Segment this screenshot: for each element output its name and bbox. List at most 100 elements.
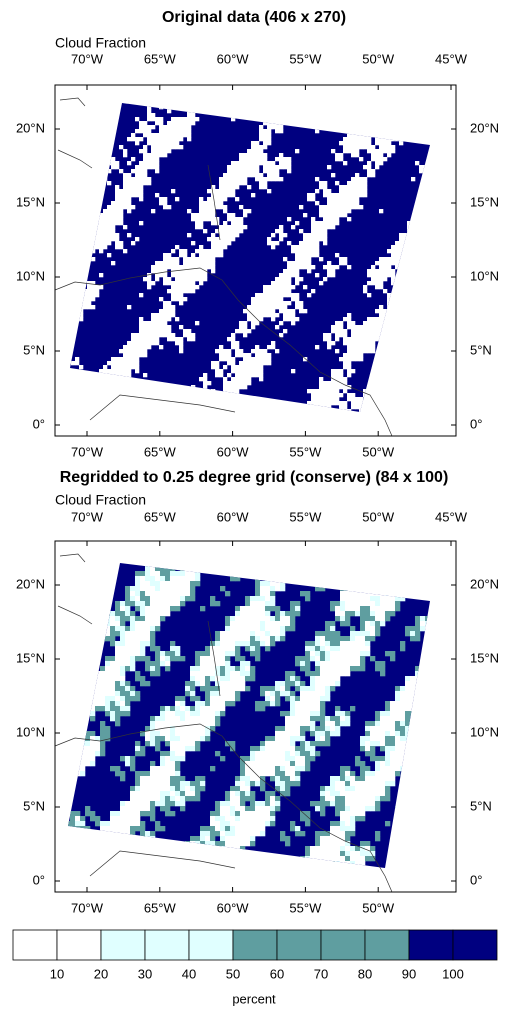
cloud-cell bbox=[380, 661, 386, 667]
cloud-cell bbox=[443, 353, 447, 357]
cloud-cell bbox=[300, 666, 306, 672]
cloud-cell bbox=[60, 731, 65, 736]
cloud-cell bbox=[203, 217, 208, 222]
cloud-cell bbox=[183, 269, 188, 274]
cloud-cell bbox=[55, 121, 59, 125]
cloud-cell bbox=[299, 305, 304, 310]
cloud-cell bbox=[123, 381, 128, 386]
cloud-cell bbox=[399, 433, 403, 437]
cloud-cell bbox=[143, 157, 148, 162]
cloud-cell bbox=[195, 741, 201, 747]
cloud-cell bbox=[125, 701, 131, 707]
cloud-cell bbox=[199, 201, 204, 206]
cloud-cell bbox=[55, 333, 59, 337]
cloud-cell bbox=[160, 576, 166, 582]
cloud-cell bbox=[125, 591, 131, 597]
cloud-cell bbox=[351, 349, 356, 354]
cloud-cell bbox=[187, 333, 192, 338]
cloud-cell bbox=[320, 666, 326, 672]
cloud-cell bbox=[71, 109, 76, 114]
cloud-cell bbox=[211, 185, 216, 190]
cloud-cell bbox=[363, 337, 368, 342]
cloud-cell bbox=[270, 631, 276, 637]
cloud-cell bbox=[240, 671, 246, 677]
cloud-cell bbox=[119, 385, 124, 390]
cloud-cell bbox=[140, 591, 146, 597]
cloud-cell bbox=[351, 177, 356, 182]
cloud-cell bbox=[287, 121, 292, 126]
cloud-cell bbox=[435, 373, 439, 377]
cloud-cell bbox=[370, 631, 376, 637]
cloud-cell bbox=[143, 385, 148, 390]
cloud-cell bbox=[267, 161, 272, 166]
cloud-cell bbox=[375, 596, 381, 602]
cloud-cell bbox=[230, 686, 236, 692]
cloud-cell bbox=[171, 93, 175, 97]
cloud-cell bbox=[55, 313, 59, 317]
cloud-cell bbox=[259, 353, 264, 358]
cloud-cell bbox=[363, 341, 368, 346]
cloud-cell bbox=[445, 701, 450, 706]
cloud-cell bbox=[171, 289, 176, 294]
cloud-cell bbox=[87, 97, 91, 101]
cloud-cell bbox=[395, 313, 400, 318]
cloud-cell bbox=[407, 221, 412, 226]
cloud-cell bbox=[75, 601, 81, 607]
lat-label-right: 15°N bbox=[470, 194, 499, 209]
cloud-cell bbox=[411, 109, 416, 114]
cloud-cell bbox=[195, 556, 200, 561]
cloud-cell bbox=[447, 365, 451, 369]
cloud-cell bbox=[299, 93, 303, 97]
cloud-cell bbox=[419, 225, 424, 230]
cloud-cell bbox=[70, 571, 76, 577]
cloud-cell bbox=[335, 397, 340, 402]
cloud-cell bbox=[345, 606, 351, 612]
cloud-cell bbox=[120, 631, 126, 637]
cloud-cell bbox=[365, 581, 371, 587]
cloud-cell bbox=[200, 656, 206, 662]
cloud-cell bbox=[107, 385, 112, 390]
cloud-cell bbox=[387, 265, 392, 270]
cloud-cell bbox=[185, 686, 191, 692]
cloud-cell bbox=[440, 551, 445, 556]
cloud-cell bbox=[147, 325, 152, 330]
cloud-cell bbox=[140, 606, 146, 612]
cloud-cell bbox=[243, 169, 248, 174]
cloud-cell bbox=[111, 425, 115, 429]
cloud-cell bbox=[367, 281, 372, 286]
cloud-cell bbox=[387, 273, 392, 278]
cloud-cell bbox=[383, 261, 388, 266]
cloud-cell bbox=[310, 741, 316, 747]
cloud-cell bbox=[265, 606, 271, 612]
cloud-cell bbox=[360, 596, 366, 602]
cloud-cell bbox=[245, 626, 251, 632]
cloud-cell bbox=[150, 631, 156, 637]
cloud-cell bbox=[59, 121, 63, 125]
cloud-cell bbox=[91, 289, 96, 294]
cloud-cell bbox=[135, 636, 141, 642]
cloud-cell bbox=[375, 716, 381, 722]
cloud-cell bbox=[295, 661, 301, 667]
cloud-cell bbox=[365, 591, 371, 597]
cloud-cell bbox=[79, 293, 84, 298]
cloud-cell bbox=[391, 417, 395, 421]
cloud-cell bbox=[291, 225, 296, 230]
cloud-cell bbox=[63, 289, 67, 293]
cloud-cell bbox=[331, 325, 336, 330]
cloud-cell bbox=[68, 746, 71, 752]
cloud-cell bbox=[420, 626, 426, 632]
cloud-cell bbox=[425, 726, 430, 732]
cloud-cell bbox=[91, 285, 96, 290]
cloud-cell bbox=[205, 716, 211, 722]
cloud-cell bbox=[167, 277, 172, 282]
cloud-cell bbox=[227, 393, 232, 398]
cloud-cell bbox=[183, 117, 188, 122]
cloud-cell bbox=[355, 656, 361, 662]
cloud-cell bbox=[367, 345, 372, 350]
cloud-cell bbox=[305, 701, 311, 707]
cloud-cell bbox=[280, 736, 286, 742]
cloud-cell bbox=[120, 641, 126, 647]
cloud-cell bbox=[385, 563, 391, 567]
cloud-cell bbox=[405, 691, 411, 697]
cloud-cell bbox=[335, 661, 341, 667]
